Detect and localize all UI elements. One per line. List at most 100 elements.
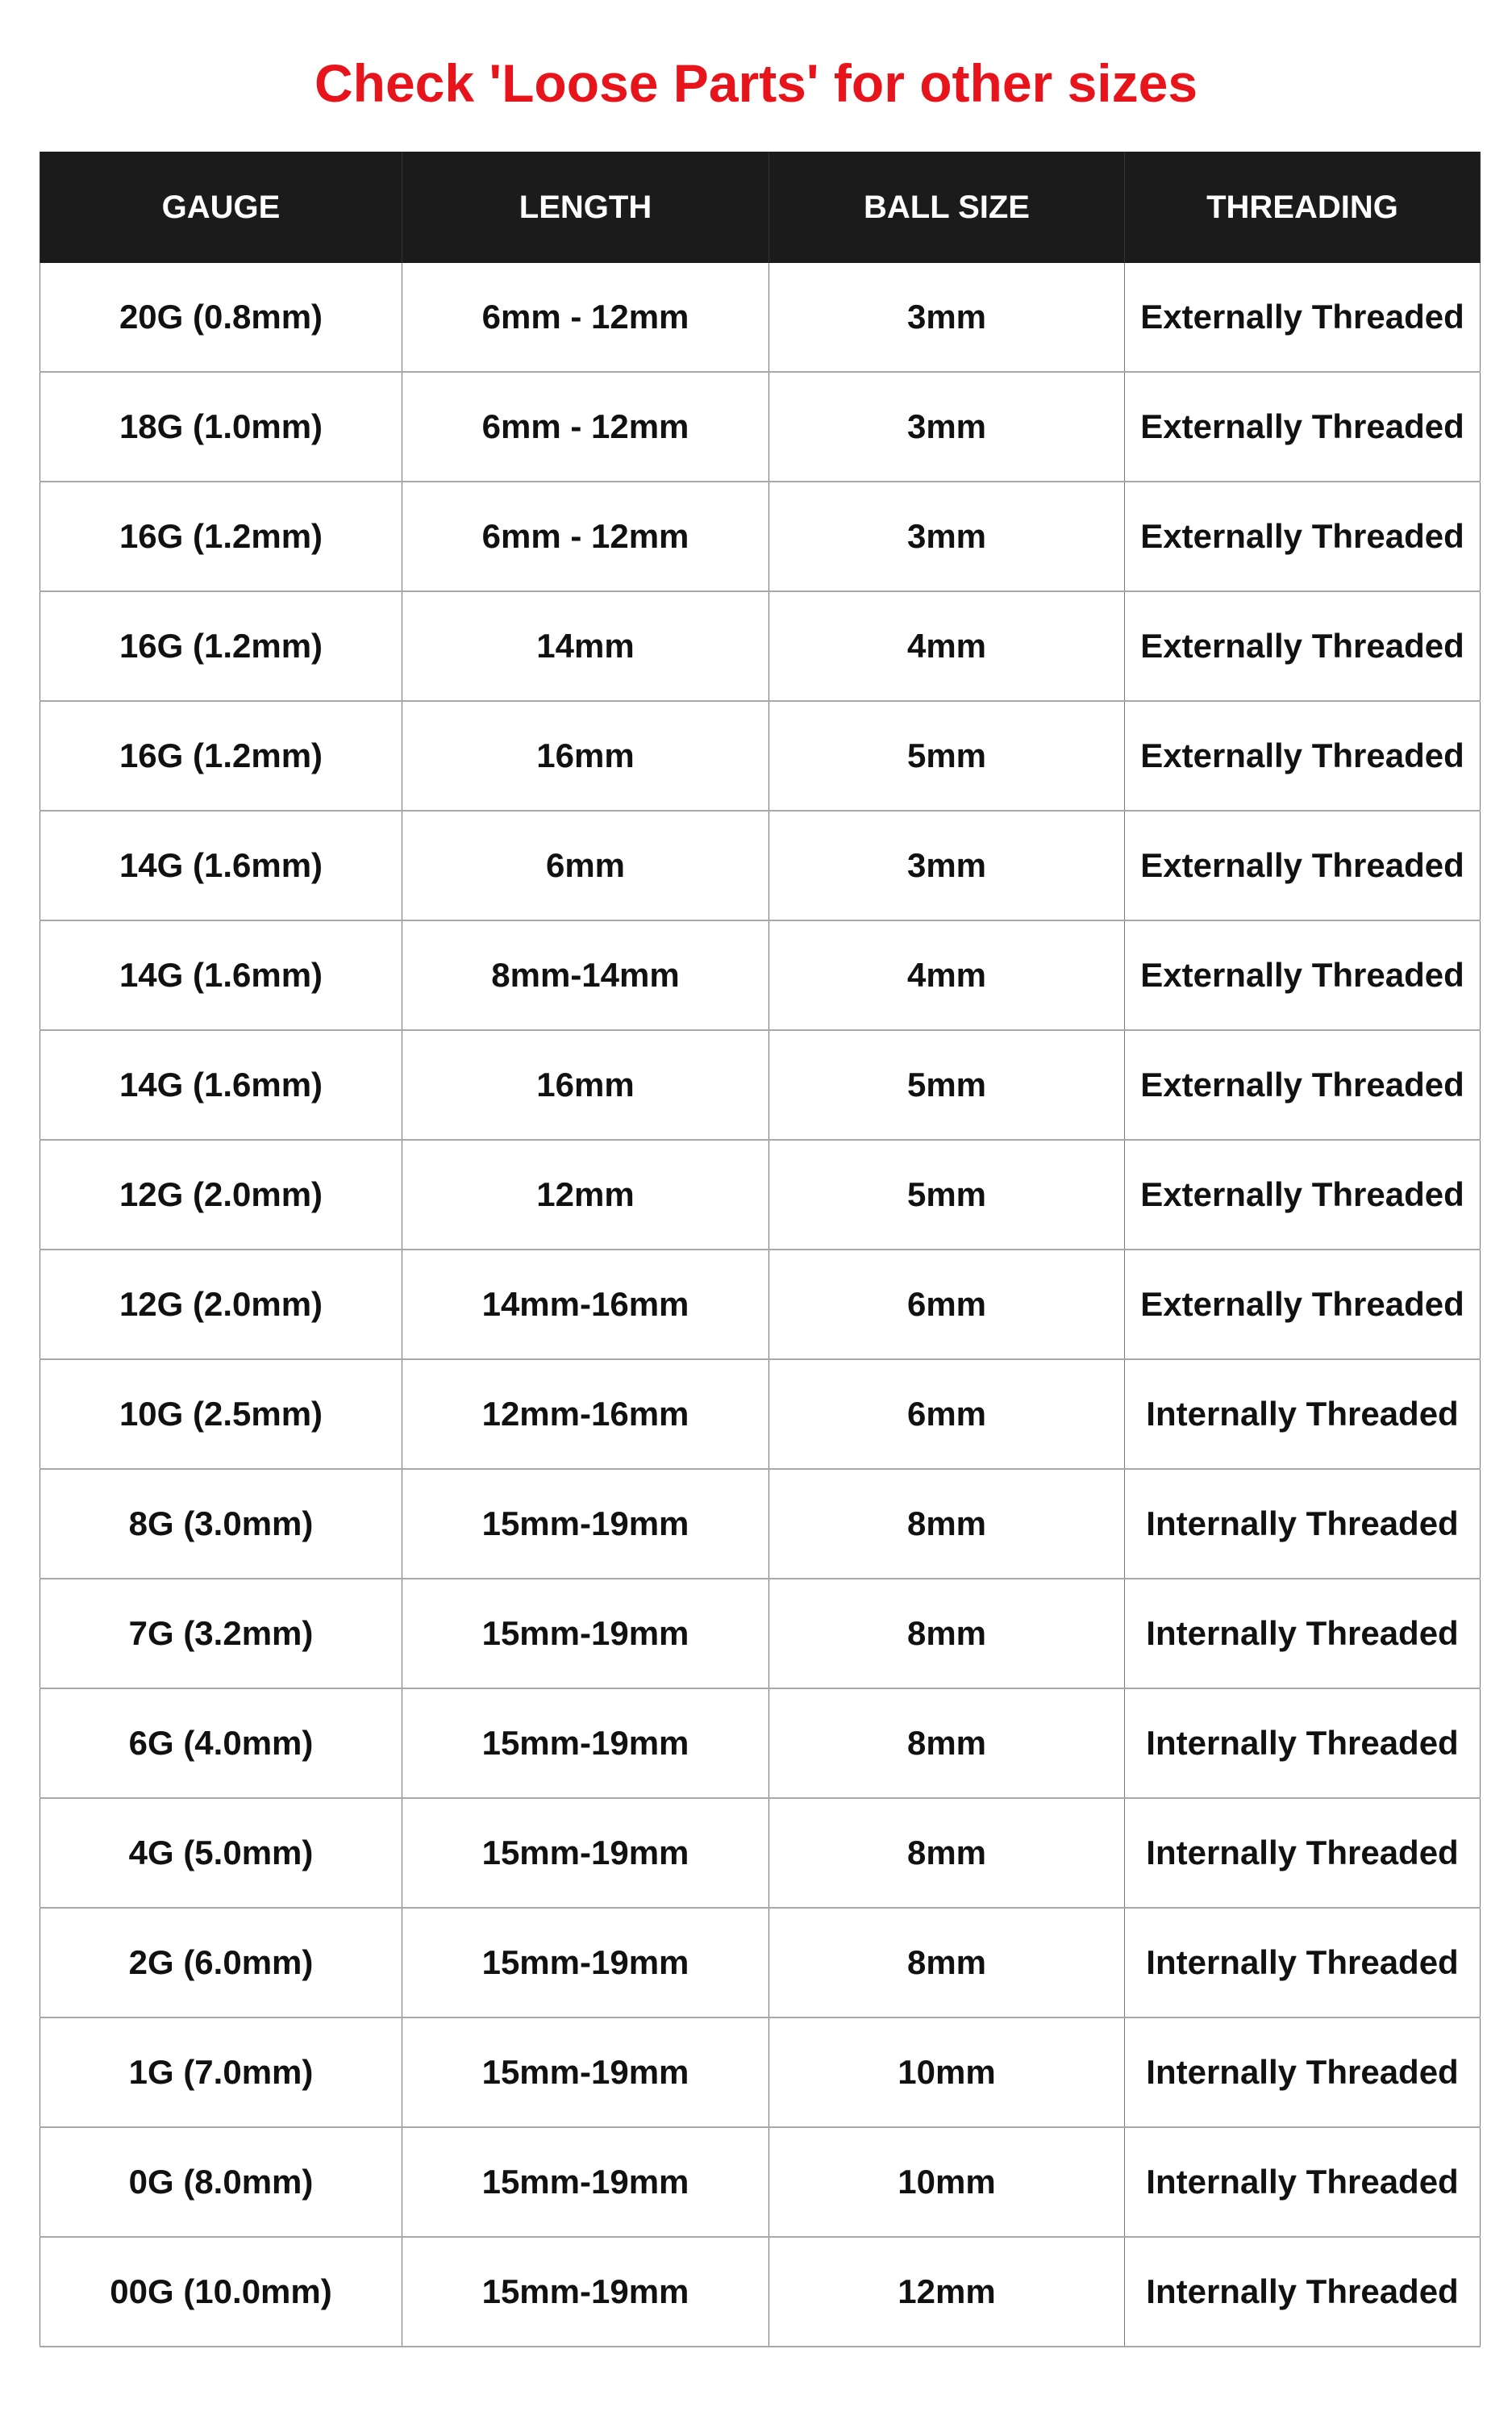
ball-size-cell: 3mm	[768, 811, 1125, 921]
threading-cell: Externally Threaded	[1124, 591, 1481, 702]
table-row: 14G (1.6mm) 16mm 5mm Externally Threaded	[40, 1030, 1481, 1141]
length-cell: 14mm	[402, 591, 769, 702]
table-row: 1G (7.0mm) 15mm-19mm 10mm Internally Thread…	[40, 2017, 1481, 2128]
length-cell: 15mm-19mm	[402, 1688, 769, 1799]
table-row: 12G (2.0mm) 12mm 5mm Externally Threaded	[40, 1140, 1481, 1250]
gauge-cell: 4G (5.0mm)	[40, 1798, 402, 1909]
ball-size-cell: 6mm	[768, 1359, 1125, 1470]
threading-cell: Internally Threaded	[1124, 1908, 1481, 2018]
ball-size-cell: 10mm	[768, 2127, 1125, 2238]
gauge-cell: 8G (3.0mm)	[40, 1469, 402, 1579]
gauge-cell: 20G (0.8mm)	[40, 263, 402, 373]
gauge-cell: 1G (7.0mm)	[40, 2017, 402, 2128]
table-row: 10G (2.5mm) 12mm-16mm 6mm Internally Thread…	[40, 1359, 1481, 1470]
table-row: 16G (1.2mm) 16mm 5mm Externally Threaded	[40, 701, 1481, 812]
length-cell: 6mm - 12mm	[402, 482, 769, 592]
table-row: 14G (1.6mm) 6mm 3mm Externally Threaded	[40, 811, 1481, 921]
gauge-cell: 00G (10.0mm)	[40, 2237, 402, 2347]
length-cell: 6mm	[402, 811, 769, 921]
threading-cell: Internally Threaded	[1124, 1688, 1481, 1799]
gauge-cell: 14G (1.6mm)	[40, 920, 402, 1031]
threading-cell: Externally Threaded	[1124, 811, 1481, 921]
table-row: 20G (0.8mm) 6mm - 12mm 3mm Externally Threa…	[40, 263, 1481, 373]
table-row: 7G (3.2mm) 15mm-19mm 8mm Internally Threade…	[40, 1579, 1481, 1689]
length-cell: 6mm - 12mm	[402, 372, 769, 482]
table-row: 6G (4.0mm) 15mm-19mm 8mm Internally Threade…	[40, 1688, 1481, 1799]
table-row: 16G (1.2mm) 6mm - 12mm 3mm Externally Threa…	[40, 482, 1481, 592]
threading-cell: Externally Threaded	[1124, 482, 1481, 592]
length-cell: 8mm-14mm	[402, 920, 769, 1031]
gauge-cell: 7G (3.2mm)	[40, 1579, 402, 1689]
gauge-cell: 16G (1.2mm)	[40, 701, 402, 812]
gauge-cell: 0G (8.0mm)	[40, 2127, 402, 2238]
ball-size-cell: 8mm	[768, 1469, 1125, 1579]
threading-cell: Externally Threaded	[1124, 920, 1481, 1031]
threading-cell: Internally Threaded	[1124, 2237, 1481, 2347]
gauge-cell: 12G (2.0mm)	[40, 1140, 402, 1250]
threading-cell: Internally Threaded	[1124, 2127, 1481, 2238]
length-cell: 15mm-19mm	[402, 2237, 769, 2347]
length-cell: 14mm-16mm	[402, 1250, 769, 1360]
threading-cell: Externally Threaded	[1124, 372, 1481, 482]
header-ball-size: BALL SIZE	[768, 152, 1125, 263]
gauge-cell: 2G (6.0mm)	[40, 1908, 402, 2018]
threading-cell: Externally Threaded	[1124, 263, 1481, 373]
length-cell: 15mm-19mm	[402, 1798, 769, 1909]
length-cell: 15mm-19mm	[402, 2127, 769, 2238]
table-row: 0G (8.0mm) 15mm-19mm 10mm Internally Thread…	[40, 2127, 1481, 2238]
table-row: 18G (1.0mm) 6mm - 12mm 3mm Externally Threa…	[40, 372, 1481, 482]
threading-cell: Internally Threaded	[1124, 2017, 1481, 2128]
length-cell: 16mm	[402, 1030, 769, 1141]
gauge-cell: 10G (2.5mm)	[40, 1359, 402, 1470]
gauge-cell: 18G (1.0mm)	[40, 372, 402, 482]
header-threading: THREADING	[1124, 152, 1481, 263]
ball-size-cell: 3mm	[768, 372, 1125, 482]
table-row: 14G (1.6mm) 8mm-14mm 4mm Externally Threade…	[40, 920, 1481, 1031]
ball-size-cell: 6mm	[768, 1250, 1125, 1360]
ball-size-cell: 5mm	[768, 1030, 1125, 1141]
gauge-cell: 12G (2.0mm)	[40, 1250, 402, 1360]
table-row: 4G (5.0mm) 15mm-19mm 8mm Internally Threade…	[40, 1798, 1481, 1909]
length-cell: 15mm-19mm	[402, 1469, 769, 1579]
threading-cell: Internally Threaded	[1124, 1579, 1481, 1689]
ball-size-cell: 8mm	[768, 1688, 1125, 1799]
table-row: 16G (1.2mm) 14mm 4mm Externally Threaded	[40, 591, 1481, 702]
ball-size-cell: 8mm	[768, 1798, 1125, 1909]
table-row: 2G (6.0mm) 15mm-19mm 8mm Internally Threade…	[40, 1908, 1481, 2018]
gauge-cell: 6G (4.0mm)	[40, 1688, 402, 1799]
length-cell: 16mm	[402, 701, 769, 812]
length-cell: 12mm-16mm	[402, 1359, 769, 1470]
header-row: GAUGE LENGTH BALL SIZE THREADING	[40, 152, 1481, 263]
ball-size-cell: 3mm	[768, 263, 1125, 373]
length-cell: 12mm	[402, 1140, 769, 1250]
ball-size-cell: 8mm	[768, 1908, 1125, 2018]
table-row: 12G (2.0mm) 14mm-16mm 6mm Externally Thread…	[40, 1250, 1481, 1360]
length-cell: 15mm-19mm	[402, 2017, 769, 2128]
ball-size-cell: 5mm	[768, 701, 1125, 812]
ball-size-cell: 12mm	[768, 2237, 1125, 2347]
threading-cell: Internally Threaded	[1124, 1469, 1481, 1579]
page-title: Check 'Loose Parts' for other sizes	[314, 53, 1198, 113]
ball-size-cell: 10mm	[768, 2017, 1125, 2128]
length-cell: 15mm-19mm	[402, 1579, 769, 1689]
ball-size-cell: 5mm	[768, 1140, 1125, 1250]
header-length: LENGTH	[402, 152, 769, 263]
ball-size-cell: 3mm	[768, 482, 1125, 592]
gauge-cell: 14G (1.6mm)	[40, 811, 402, 921]
threading-cell: Externally Threaded	[1124, 701, 1481, 812]
threading-cell: Externally Threaded	[1124, 1030, 1481, 1141]
ball-size-cell: 4mm	[768, 591, 1125, 702]
table-row: 00G (10.0mm) 15mm-19mm 12mm Internally Thre…	[40, 2237, 1481, 2347]
length-cell: 15mm-19mm	[402, 1908, 769, 2018]
threading-cell: Internally Threaded	[1124, 1359, 1481, 1470]
ball-size-cell: 8mm	[768, 1579, 1125, 1689]
gauge-cell: 14G (1.6mm)	[40, 1030, 402, 1141]
header-gauge: GAUGE	[40, 152, 402, 263]
ball-size-cell: 4mm	[768, 920, 1125, 1031]
threading-cell: Externally Threaded	[1124, 1250, 1481, 1360]
length-cell: 6mm - 12mm	[402, 263, 769, 373]
gauge-cell: 16G (1.2mm)	[40, 482, 402, 592]
size-chart-table: GAUGE LENGTH BALL SIZE THREADING 20G (0.…	[40, 152, 1481, 2347]
threading-cell: Externally Threaded	[1124, 1140, 1481, 1250]
threading-cell: Internally Threaded	[1124, 1798, 1481, 1909]
